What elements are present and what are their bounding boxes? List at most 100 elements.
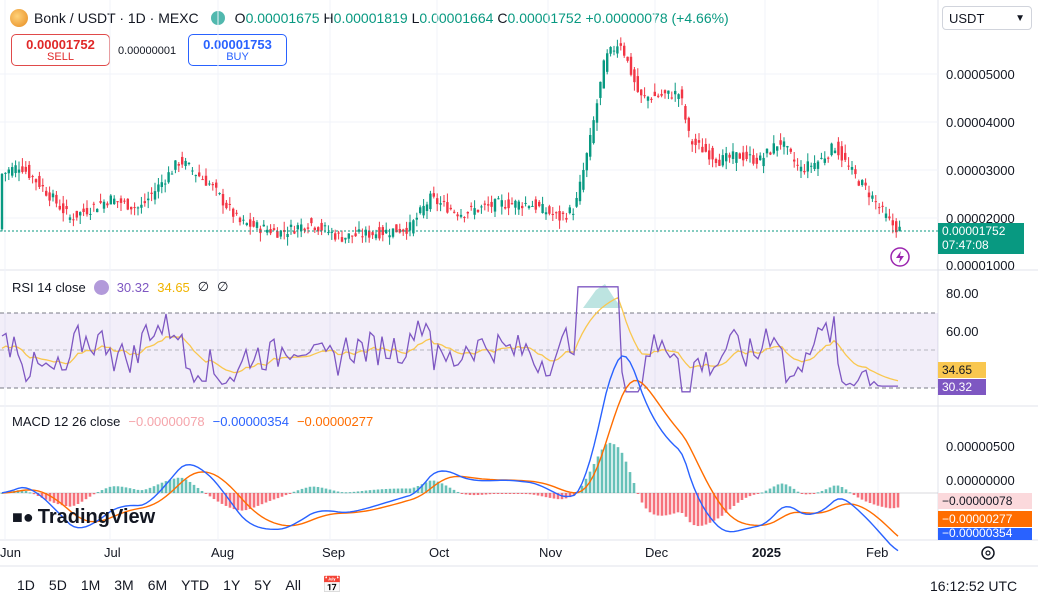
macd-histogram-bar: [72, 493, 76, 506]
tradingview-logo-icon: ■●: [12, 507, 34, 527]
candle-body: [878, 207, 881, 209]
candle-body: [640, 89, 643, 96]
macd-histogram-bar: [240, 493, 244, 511]
macd-histogram-bar: [848, 492, 852, 494]
candle-body: [714, 159, 718, 163]
macd-histogram-bar: [652, 493, 656, 515]
candle-body: [871, 195, 874, 199]
macd-histogram-bar: [312, 486, 316, 493]
macd-histogram-bar: [320, 487, 324, 493]
timeframe-5y[interactable]: 5Y: [254, 577, 272, 593]
macd-histogram-bar: [220, 493, 224, 504]
timeframe-ytd[interactable]: YTD: [181, 577, 210, 593]
macd-legend[interactable]: MACD 12 26 close −0.00000078 −0.00000354…: [12, 414, 373, 429]
candle-body: [123, 200, 126, 202]
time-tick: Sep: [322, 545, 346, 560]
candle-body: [72, 219, 75, 221]
date-range-icon[interactable]: 📅: [321, 577, 342, 594]
settings-gear-icon[interactable]: [981, 546, 995, 560]
macd-histogram-bar: [544, 493, 548, 498]
macd-histogram-bar: [112, 486, 116, 493]
timeframe-all[interactable]: All: [285, 577, 301, 593]
symbol-title[interactable]: Bonk / USDT · 1D · MEXC: [34, 10, 199, 26]
candle-body: [126, 198, 129, 210]
macd-histogram-bar: [572, 493, 576, 496]
candle-body: [837, 141, 840, 156]
macd-histogram-bar: [532, 493, 536, 495]
current-price-value: 0.00001752: [942, 224, 1006, 238]
candle-body: [62, 203, 65, 214]
tradingview-logo[interactable]: ■● TradingView: [12, 506, 155, 529]
utc-clock[interactable]: 16:12:52 UTC: [930, 578, 1018, 594]
macd-histogram-bar: [784, 484, 788, 493]
timeframe-1m[interactable]: 1M: [80, 577, 101, 593]
macd-histogram-bar: [520, 493, 524, 494]
candle-body: [320, 222, 323, 231]
timeframe-1y[interactable]: 1Y: [223, 577, 241, 593]
candle-body: [286, 233, 289, 238]
candle-body: [534, 199, 537, 210]
candle-body: [701, 146, 704, 153]
macd-histogram-bar: [596, 456, 600, 493]
candle-body: [854, 169, 857, 175]
current-price-tag: 0.00001752 07:47:08: [938, 223, 1024, 254]
candle-body: [51, 193, 55, 198]
macd-histogram-bar: [548, 493, 552, 498]
macd-histogram-bar: [880, 493, 884, 507]
candle-body: [310, 218, 313, 224]
macd-histogram-bar: [76, 493, 80, 504]
buy-button[interactable]: 0.00001753 BUY: [188, 34, 287, 66]
rsi-legend[interactable]: RSI 14 close 30.32 34.65 ∅ ∅: [12, 279, 228, 295]
sell-button[interactable]: 0.00001752 SELL: [11, 34, 110, 66]
macd-tick: 0.00000500: [946, 439, 1015, 454]
macd-histogram-bar: [64, 493, 68, 507]
macd-histogram-bar: [712, 493, 716, 521]
candle-body: [306, 227, 310, 229]
macd-histogram-bar: [460, 493, 464, 494]
macd-histogram-bar: [692, 493, 696, 526]
timeframe-5d[interactable]: 5D: [48, 577, 67, 593]
macd-histogram-bar: [568, 493, 572, 498]
candle-body: [181, 156, 184, 165]
macd-histogram-bar: [208, 493, 212, 497]
refresh-icon[interactable]: [93, 279, 109, 295]
candle-body: [96, 208, 99, 213]
macd-histogram-bar: [164, 481, 168, 493]
candle-body: [55, 194, 58, 204]
macd-histogram-bar: [732, 493, 736, 506]
candle-body: [136, 207, 140, 209]
candle-body: [191, 170, 194, 172]
macd-histogram-bar: [188, 481, 192, 493]
macd-histogram-bar: [232, 493, 236, 510]
candle-body: [612, 50, 616, 52]
macd-tag: −0.00000354: [938, 528, 1032, 540]
candle-body: [106, 203, 109, 206]
candle-body: [378, 227, 381, 239]
macd-histogram-bar: [0, 492, 4, 494]
timeframe-1d[interactable]: 1D: [17, 577, 35, 593]
macd-histogram-bar: [316, 486, 320, 493]
candle-body: [395, 224, 398, 233]
macd-histogram-bar: [468, 493, 472, 495]
time-tick: Feb: [866, 545, 889, 560]
candle-body: [293, 231, 296, 234]
candle-body: [425, 204, 429, 212]
macd-label: MACD 12 26 close: [12, 414, 121, 429]
macd-histogram-bar: [508, 493, 512, 494]
currency-select[interactable]: USDT ▼: [942, 6, 1032, 30]
macd-histogram-bar: [128, 488, 132, 493]
candle-body: [11, 167, 14, 176]
candle-body: [269, 229, 272, 234]
lightning-icon[interactable]: [890, 247, 910, 267]
bonk-coin-icon: [10, 9, 28, 27]
macd-histogram-bar: [516, 493, 520, 494]
timeframe-6m[interactable]: 6M: [147, 577, 168, 593]
timeframe-3m[interactable]: 3M: [114, 577, 134, 593]
macd-histogram-bar: [324, 488, 328, 493]
candle-body: [504, 207, 507, 209]
candle-body: [164, 183, 167, 185]
macd-histogram-bar: [708, 493, 712, 523]
candle-body: [402, 229, 405, 232]
macd-histogram-bar: [892, 493, 896, 509]
